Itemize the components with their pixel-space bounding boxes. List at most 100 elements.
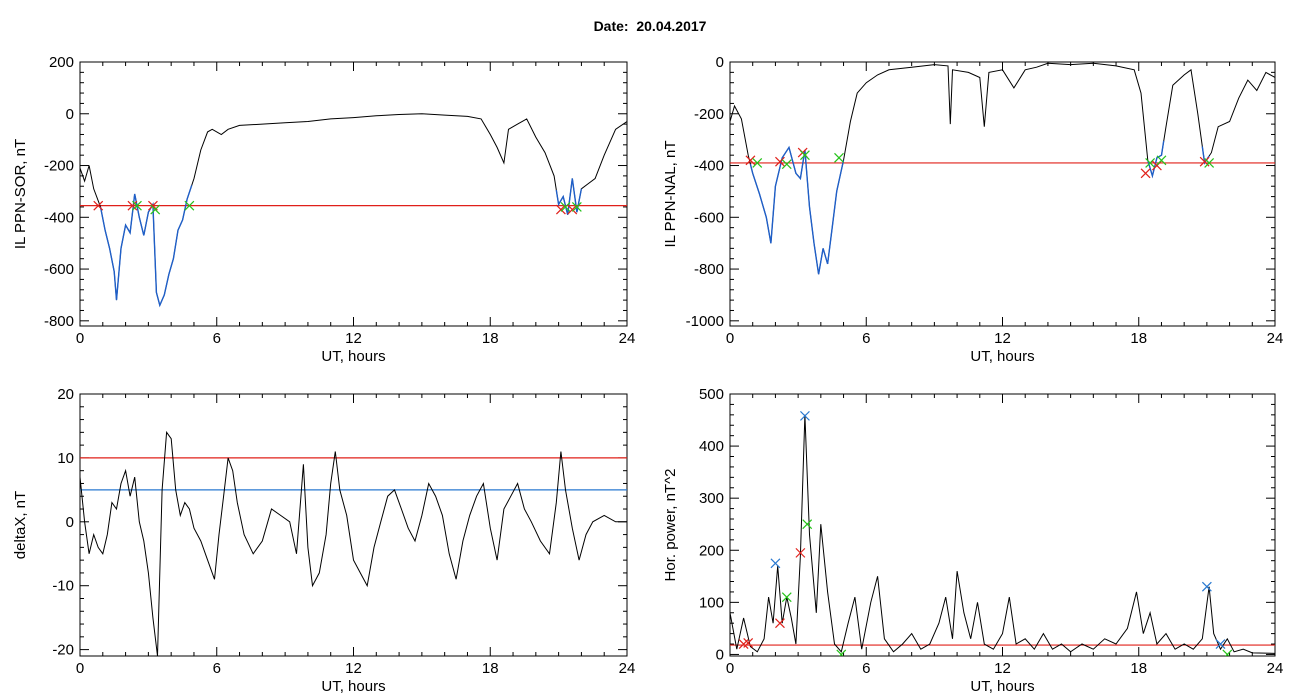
y-tick-label: 200 bbox=[699, 542, 724, 559]
point-marker bbox=[1222, 649, 1233, 656]
y-tick-label: -800 bbox=[694, 261, 724, 278]
x-tick-label: 6 bbox=[213, 660, 221, 677]
y-tick-label: 20 bbox=[57, 386, 74, 403]
plot-frame bbox=[79, 61, 628, 327]
tick-marks bbox=[729, 61, 1276, 326]
y-tick-label: -200 bbox=[44, 158, 74, 175]
point-marker bbox=[150, 204, 161, 215]
x-tick-label: 12 bbox=[345, 660, 362, 677]
point-marker bbox=[567, 204, 578, 215]
y-tick-label: -600 bbox=[694, 209, 724, 226]
y-tick-label: -600 bbox=[44, 261, 74, 278]
series-line bbox=[730, 414, 1275, 654]
point-marker bbox=[1215, 639, 1226, 649]
point-marker bbox=[127, 200, 138, 211]
x-axis-title: UT, hours bbox=[321, 678, 385, 695]
point-marker bbox=[795, 547, 806, 558]
y-axis-title: deltaX, nT bbox=[12, 491, 29, 559]
x-tick-label: 18 bbox=[482, 330, 499, 347]
y-axis-title: IL PPN-SOR, nT bbox=[12, 139, 29, 249]
x-tick-label: 24 bbox=[619, 660, 636, 677]
point-marker bbox=[836, 649, 847, 656]
y-axis-title: Hor. power, nT^2 bbox=[662, 469, 679, 582]
y-axis-title: IL PPN-NAL, nT bbox=[662, 141, 679, 248]
y-tick-label: 0 bbox=[716, 54, 724, 71]
data-layer bbox=[80, 113, 627, 308]
date-value: 20.04.2017 bbox=[636, 18, 707, 34]
point-marker bbox=[1140, 168, 1151, 179]
y-tick-label: -20 bbox=[52, 642, 74, 659]
y-tick-label: 100 bbox=[699, 594, 724, 611]
y-tick-label: 0 bbox=[66, 514, 74, 531]
plot-frame bbox=[79, 393, 628, 657]
y-tick-label: -800 bbox=[44, 313, 74, 330]
panel-sor: 0 6 12 18 24 -800 -600 -400 -200 0 200 UT, hours IL … bbox=[12, 54, 635, 365]
point-marker bbox=[132, 200, 142, 211]
x-axis-title: UT, hours bbox=[970, 348, 1034, 365]
tick-marks bbox=[729, 393, 1276, 656]
data-layer bbox=[730, 410, 1275, 656]
x-tick-label: 24 bbox=[1267, 660, 1284, 677]
x-tick-label: 24 bbox=[1267, 330, 1284, 347]
data-layer bbox=[80, 430, 627, 656]
date-label: Date: bbox=[593, 18, 629, 34]
x-tick-label: 18 bbox=[1130, 660, 1147, 677]
series-highlight bbox=[749, 145, 845, 275]
plot-frame bbox=[729, 61, 1276, 327]
series-highlight bbox=[1147, 140, 1165, 179]
x-axis-title: UT, hours bbox=[321, 348, 385, 365]
x-tick-label: 12 bbox=[345, 330, 362, 347]
series-highlight bbox=[555, 178, 583, 215]
point-marker bbox=[184, 200, 195, 211]
point-marker bbox=[752, 158, 763, 168]
x-tick-label: 0 bbox=[76, 660, 84, 677]
y-tick-label: -400 bbox=[694, 158, 724, 175]
x-tick-label: 24 bbox=[619, 330, 636, 347]
panel-nal: 0 6 12 18 24 -1000 -800 -600 -400 -200 0 UT, hours I… bbox=[662, 54, 1283, 365]
y-tick-label: -10 bbox=[52, 578, 74, 595]
y-tick-label: 300 bbox=[699, 490, 724, 507]
point-marker bbox=[743, 638, 754, 648]
tick-marks bbox=[79, 393, 628, 656]
series-line bbox=[730, 62, 1275, 275]
x-tick-label: 0 bbox=[76, 330, 84, 347]
x-tick-label: 0 bbox=[726, 660, 734, 677]
series-highlight bbox=[99, 185, 193, 308]
point-marker bbox=[1145, 158, 1156, 168]
point-marker bbox=[800, 150, 810, 161]
point-marker bbox=[781, 159, 792, 170]
x-tick-label: 12 bbox=[994, 330, 1011, 347]
x-tick-label: 12 bbox=[994, 660, 1011, 677]
y-tick-label: 0 bbox=[66, 106, 74, 123]
y-tick-label: -400 bbox=[44, 209, 74, 226]
chart-title: Date: 20.04.2017 bbox=[0, 18, 1300, 34]
point-marker bbox=[775, 618, 785, 629]
y-tick-label: 10 bbox=[57, 450, 74, 467]
point-marker bbox=[1204, 158, 1215, 168]
x-axis-title: UT, hours bbox=[970, 678, 1034, 695]
point-marker bbox=[555, 204, 566, 215]
point-marker bbox=[775, 156, 785, 167]
point-marker bbox=[93, 200, 104, 211]
point-marker bbox=[781, 592, 792, 603]
x-tick-label: 6 bbox=[862, 660, 870, 677]
panel-power: 0 6 12 18 24 0 100 200 300 400 500 UT, hours Hor. po… bbox=[662, 386, 1283, 695]
point-marker bbox=[800, 410, 810, 421]
x-tick-label: 0 bbox=[726, 330, 734, 347]
x-tick-label: 6 bbox=[213, 330, 221, 347]
x-tick-label: 18 bbox=[1130, 330, 1147, 347]
series-line bbox=[80, 430, 627, 656]
series-line bbox=[80, 113, 627, 307]
y-tick-label: -1000 bbox=[686, 313, 724, 330]
x-tick-label: 18 bbox=[482, 660, 499, 677]
plot-frame bbox=[729, 393, 1276, 657]
point-marker bbox=[560, 202, 571, 212]
x-tick-label: 6 bbox=[862, 330, 870, 347]
point-marker bbox=[802, 519, 813, 530]
point-marker bbox=[1156, 155, 1167, 166]
point-marker bbox=[745, 155, 756, 166]
point-marker bbox=[770, 558, 781, 569]
panel-deltax: 0 6 12 18 24 -20 -10 0 10 20 UT, hours deltaX, nT bbox=[12, 386, 635, 695]
point-marker bbox=[1201, 581, 1212, 592]
